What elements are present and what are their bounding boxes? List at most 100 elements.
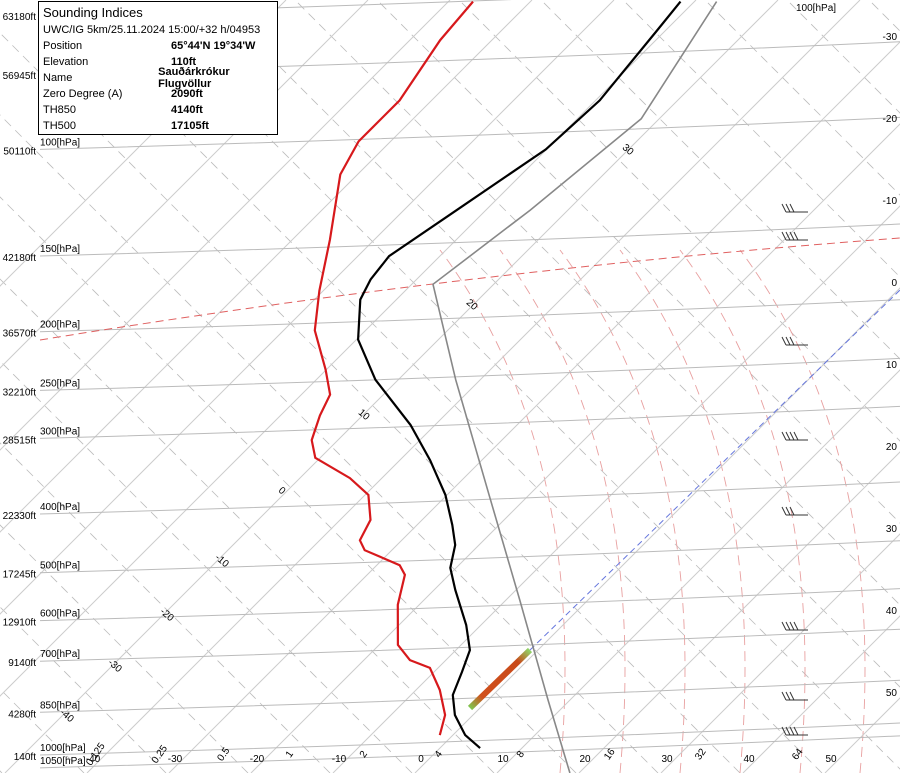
- barb-feather: [785, 336, 791, 346]
- moist-adiabat: [739, 249, 866, 773]
- adiabat-line: [0, 360, 413, 773]
- info-value: 110ft: [171, 56, 197, 68]
- info-row: Position 65°44'N 19°34'W: [43, 38, 273, 54]
- barb-feather: [793, 621, 799, 631]
- info-row: TH500 17105ft: [43, 118, 273, 134]
- wind-barb: [781, 203, 808, 213]
- pressure-label: 400[hPa]: [40, 502, 80, 513]
- barb-feather: [781, 336, 787, 346]
- info-key: Name: [43, 72, 73, 84]
- mixing-ratio-label: 0.5: [215, 745, 232, 763]
- isotherm-label: 50: [886, 688, 898, 699]
- isotherm-label: 40: [886, 606, 898, 617]
- pressure-label: 700[hPa]: [40, 649, 80, 660]
- isobar-line: [39, 357, 900, 391]
- barb-feather: [785, 726, 791, 736]
- barb-feather: [789, 431, 795, 441]
- temperature-label: 50: [825, 754, 837, 765]
- adiabat-line: [294, 0, 900, 606]
- barb-feather: [789, 203, 795, 213]
- altitude-label: 32210ft: [3, 387, 37, 398]
- wind-barb: [781, 431, 808, 441]
- wind-barb: [781, 726, 808, 736]
- wind-barb: [781, 506, 808, 516]
- barb-feather: [789, 231, 795, 241]
- moist-adiabat: [559, 249, 686, 773]
- adiabat-line: [458, 0, 900, 442]
- barb-feather: [781, 726, 787, 736]
- moist-adiabat: [439, 249, 566, 773]
- info-title: Sounding Indices: [43, 5, 143, 20]
- temperature-label: 10: [497, 754, 509, 765]
- barb-feather: [781, 231, 787, 241]
- barb-feather: [793, 231, 799, 241]
- temperature-label: -40: [86, 754, 101, 765]
- wet-bulb-segment: [467, 647, 533, 711]
- isotherm-line: [86, 0, 861, 773]
- adiabat-label: -20: [158, 606, 176, 624]
- pressure-label: 1050[hPa]: [40, 756, 86, 767]
- adiabat-line: [0, 114, 659, 773]
- isotherm-line: [250, 123, 900, 773]
- isobar-line: [39, 679, 900, 713]
- info-key: Position: [43, 40, 83, 52]
- adiabat-label: 0: [276, 485, 288, 497]
- adiabat-line: [540, 0, 900, 360]
- adiabat-line: [48, 0, 823, 773]
- sounding-line: [432, 1, 718, 773]
- barb-feather: [785, 621, 791, 631]
- isotherm-line: [660, 533, 900, 773]
- altitude-label: 22330ft: [3, 511, 37, 522]
- pressure-label: 1000[hPa]: [40, 743, 86, 754]
- barb-feather: [789, 621, 795, 631]
- pressure-label: 600[hPa]: [40, 609, 80, 620]
- adiabat-line: [0, 196, 577, 773]
- wind-barb: [781, 691, 808, 701]
- info-value: 65°44'N 19°34'W: [171, 40, 256, 52]
- mixing-ratio-label: 32: [693, 746, 709, 762]
- mixing-ratio-label: 2: [358, 749, 370, 760]
- isotherm-line: [414, 287, 900, 773]
- altitude-label: 42180ft: [3, 253, 37, 264]
- barb-feather: [793, 726, 799, 736]
- mixing-ratio-label: 64: [790, 746, 806, 762]
- isotherm-line: [332, 205, 900, 773]
- altitude-label: 17245ft: [3, 570, 37, 581]
- barb-feather: [789, 506, 795, 516]
- adiabat-line: [0, 606, 167, 773]
- barb-feather: [789, 726, 795, 736]
- altitude-label: 4280ft: [8, 709, 36, 720]
- isotherm-label: 30: [886, 524, 898, 535]
- wind-barb: [781, 336, 808, 346]
- isobar-line: [39, 223, 900, 257]
- adiabat-line: [704, 0, 900, 196]
- pressure-label: 500[hPa]: [40, 561, 80, 572]
- temperature-label: -20: [250, 754, 265, 765]
- adiabat-label: 20: [464, 297, 480, 313]
- temperature-label: 30: [661, 754, 673, 765]
- moist-adiabat: [499, 249, 626, 773]
- mixing-ratio-label: 1: [284, 749, 296, 760]
- barb-feather: [781, 203, 787, 213]
- pressure-label: 150[hPa]: [40, 244, 80, 255]
- isotherm-label: 0: [891, 278, 897, 289]
- isotherm-label: -10: [883, 196, 898, 207]
- barb-feather: [785, 203, 791, 213]
- isobar-line: [39, 405, 900, 439]
- mixing-ratio-label: 4: [433, 749, 445, 760]
- sounding-line: [356, 0, 682, 749]
- adiabat-line: [376, 0, 900, 524]
- mixing-ratio-label: 8: [515, 749, 527, 760]
- barb-feather: [785, 506, 791, 516]
- isotherm-line: [168, 41, 900, 773]
- altitude-label: 9140ft: [8, 658, 36, 669]
- isobar-line: [39, 299, 900, 333]
- info-row: TH850 4140ft: [43, 102, 273, 118]
- barb-feather: [781, 506, 787, 516]
- info-row: Elevation 110ft: [43, 54, 273, 70]
- info-row: Name Sauðárkrókur Flugvöllur: [43, 66, 273, 90]
- pressure-label: 850[hPa]: [40, 700, 80, 711]
- adiabat-line: [130, 0, 900, 770]
- altitude-label: 56945ft: [3, 71, 37, 82]
- isotherm-label: -20: [883, 114, 898, 125]
